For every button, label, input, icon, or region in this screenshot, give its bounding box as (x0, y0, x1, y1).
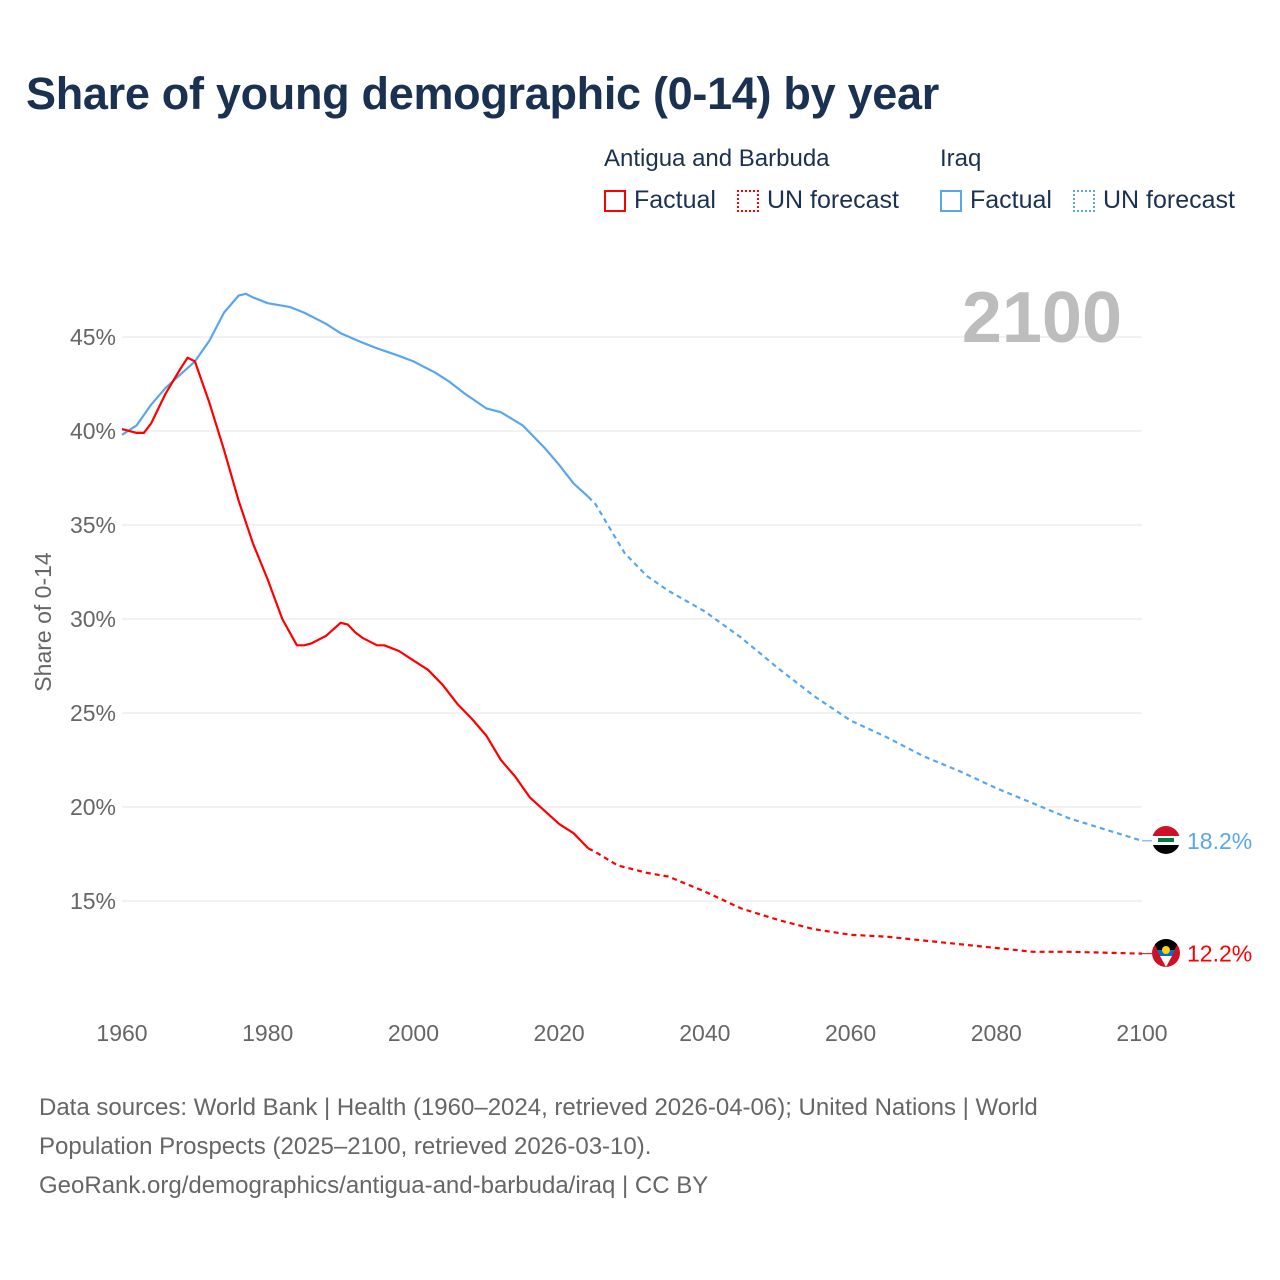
legend-group-iraq: Iraq (940, 145, 982, 172)
legend-antigua-factual[interactable]: Factual (604, 186, 716, 215)
x-tick-label: 1980 (242, 1020, 293, 1046)
iraq-end-label: 18.2% (1187, 828, 1252, 854)
antigua-and-barbuda-forecast-line (587, 847, 1143, 955)
footer-line: Population Prospects (2025–2100, retriev… (39, 1133, 652, 1160)
antigua-flag-icon (1152, 939, 1180, 967)
y-axis-label: Share of 0-14 (30, 552, 56, 692)
legend-label: UN forecast (767, 186, 899, 214)
y-tick-label: 25% (70, 700, 116, 726)
chart-title: Share of young demographic (0-14) by yea… (26, 68, 939, 119)
year-watermark: 2100 (962, 278, 1122, 358)
y-tick-label: 40% (70, 418, 116, 444)
x-tick-label: 1960 (96, 1020, 147, 1046)
x-tick-label: 2000 (388, 1020, 439, 1046)
legend-label: UN forecast (1103, 186, 1235, 214)
y-tick-label: 30% (70, 606, 116, 632)
legend-swatch-dotted (1073, 189, 1095, 212)
x-tick-label: 2060 (825, 1020, 876, 1046)
legend-antigua-forecast[interactable]: UN forecast (737, 186, 899, 215)
x-tick-label: 2040 (679, 1020, 730, 1046)
legend-label: Factual (970, 186, 1052, 214)
legend-swatch-solid (604, 189, 626, 212)
footer-line: Data sources: World Bank | Health (1960–… (39, 1094, 1038, 1121)
antigua-and-barbuda-factual-line (121, 356, 590, 850)
antigua-and-barbuda-end-label: 12.2% (1187, 941, 1252, 967)
y-tick-label: 20% (70, 794, 116, 820)
legend-group-antigua: Antigua and Barbuda (604, 145, 830, 172)
y-tick-label: 15% (70, 888, 116, 914)
legend-swatch-solid (940, 189, 962, 212)
legend-iraq-factual[interactable]: Factual (940, 186, 1052, 215)
y-tick-label: 35% (70, 512, 116, 538)
legend-iraq-forecast[interactable]: UN forecast (1073, 186, 1235, 215)
y-tick-label: 45% (70, 324, 116, 350)
footer-sources: Data sources: World Bank | Health (1960–… (39, 1088, 1239, 1205)
iraq-factual-line (121, 292, 590, 498)
legend-swatch-dotted (737, 189, 759, 212)
x-tick-label: 2100 (1116, 1020, 1167, 1046)
iraq-flag-icon (1152, 826, 1180, 854)
x-tick-label: 2080 (971, 1020, 1022, 1046)
footer-link[interactable]: GeoRank.org/demographics/antigua-and-bar… (39, 1172, 709, 1199)
x-tick-label: 2020 (534, 1020, 585, 1046)
legend-label: Factual (634, 186, 716, 214)
iraq-forecast-line (587, 496, 1143, 842)
